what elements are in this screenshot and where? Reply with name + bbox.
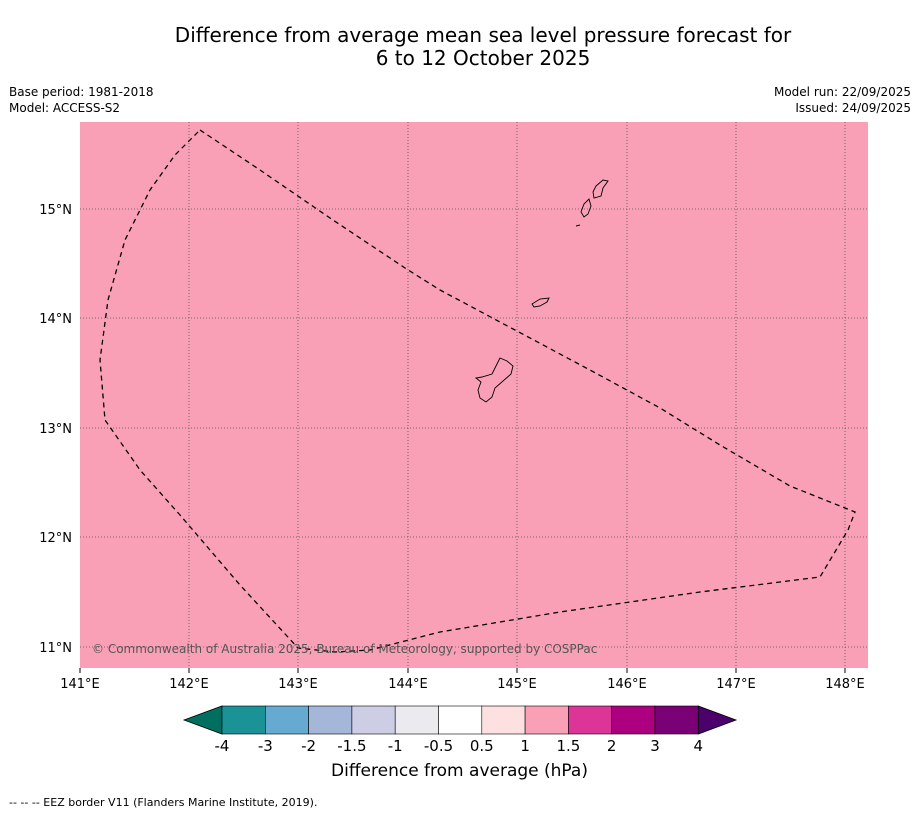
colorbar-segment — [438, 705, 483, 735]
tinian-island — [580, 198, 592, 218]
issued-date: Issued: 24/09/2025 — [795, 101, 911, 115]
colorbar-segment — [264, 705, 309, 735]
colorbar — [182, 705, 738, 735]
colorbar-tick-label: -2 — [301, 737, 316, 755]
lon-label: 141°E — [60, 677, 100, 692]
lat-label: 14°N — [39, 312, 72, 327]
colorbar-segment — [481, 705, 526, 735]
lon-label: 147°E — [716, 677, 756, 692]
colorbar-segment — [568, 705, 613, 735]
lon-label: 145°E — [497, 677, 537, 692]
colorbar-title: Difference from average (hPa) — [331, 761, 588, 781]
rota-island — [531, 297, 550, 308]
lat-labels: 15°N 14°N 13°N 12°N 11°N — [39, 203, 72, 656]
colorbar-segment — [221, 705, 266, 735]
guam-island — [474, 357, 514, 403]
map-title-line1: Difference from average mean sea level p… — [174, 23, 792, 47]
colorbar-tick-label: -1 — [388, 737, 403, 755]
map-title-line2: 6 to 12 October 2025 — [375, 46, 591, 70]
lon-label: 142°E — [169, 677, 209, 692]
lon-label: 148°E — [825, 677, 865, 692]
colorbar-tick-label: -4 — [215, 737, 230, 755]
colorbar-segment — [351, 705, 396, 735]
base-period: Base period: 1981-2018 — [9, 85, 154, 99]
model-name: Model: ACCESS-S2 — [9, 101, 121, 115]
colorbar-tick-label: -1.5 — [337, 737, 366, 755]
colorbar-tick-label: 1.5 — [556, 737, 580, 755]
lon-label: 146°E — [607, 677, 647, 692]
colorbar-segment — [394, 705, 439, 735]
gridlines — [80, 122, 868, 668]
axis-ticks — [79, 668, 846, 673]
colorbar-tick-label: 2 — [607, 737, 617, 755]
copyright-text: © Commonwealth of Australia 2025, Bureau… — [92, 642, 597, 656]
colorbar-segment — [654, 705, 699, 735]
map-area — [80, 122, 868, 668]
colorbar-segment — [308, 705, 353, 735]
model-run: Model run: 22/09/2025 — [773, 85, 911, 99]
aguijan-island — [575, 224, 581, 227]
colorbar-segment — [611, 705, 656, 735]
lat-label: 12°N — [39, 531, 72, 546]
lat-label: 11°N — [39, 641, 72, 656]
colorbar-segment — [524, 705, 569, 735]
colorbar-tick-label: -0.5 — [424, 737, 453, 755]
colorbar-tick-label: 4 — [694, 737, 704, 755]
colorbar-extend-high — [697, 705, 738, 735]
lon-label: 144°E — [388, 677, 428, 692]
lon-labels: 141°E 142°E 143°E 144°E 145°E 146°E 147°… — [60, 677, 865, 692]
colorbar-labels: -4 -3 -2 -1.5 -1 -0.5 0.5 1 1.5 2 3 4 — [215, 737, 704, 755]
colorbar-tick-label: 0.5 — [470, 737, 494, 755]
lon-label: 143°E — [278, 677, 318, 692]
colorbar-extend-low — [182, 705, 223, 735]
lat-label: 13°N — [39, 422, 72, 437]
colorbar-tick-label: 1 — [520, 737, 530, 755]
colorbar-tick-label: 3 — [650, 737, 660, 755]
eez-border — [99, 129, 856, 653]
eez-legend: -- -- -- EEZ border V11 (Flanders Marine… — [9, 796, 318, 809]
lat-label: 15°N — [39, 203, 72, 218]
saipan-island — [592, 179, 609, 199]
colorbar-tick-label: -3 — [258, 737, 273, 755]
